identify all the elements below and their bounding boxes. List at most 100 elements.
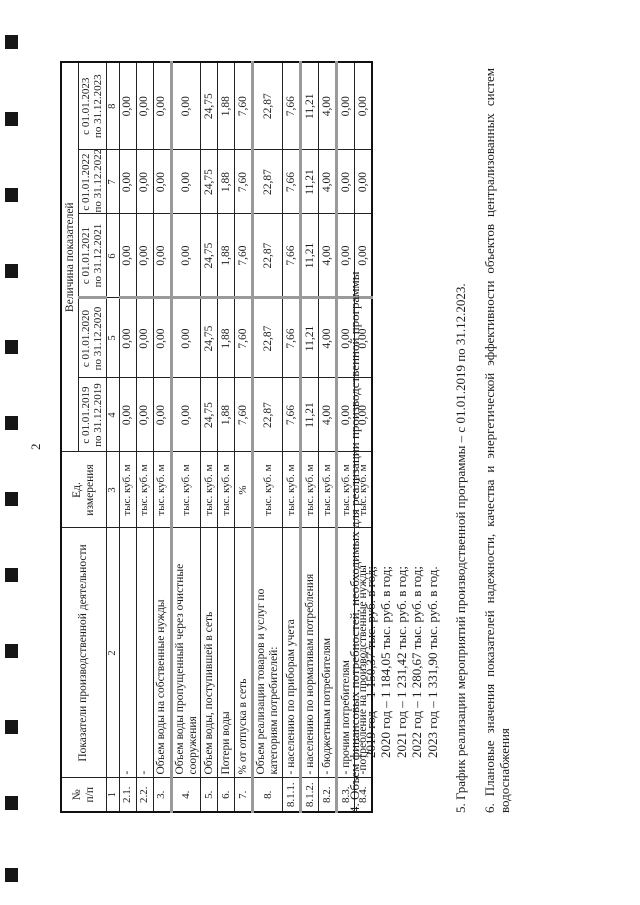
table-row: 4. Объем воды пропущенный через очистные … xyxy=(171,61,201,812)
value-cell-2020: 11,21 xyxy=(300,298,319,378)
row-number-cell: 6. xyxy=(217,778,235,812)
value-cell-2020: 7,66 xyxy=(282,298,301,378)
row-number-cell: 8.1.1. xyxy=(282,778,301,812)
note-line: 2019 год – 1 150,37 тыс. руб. в год; xyxy=(362,566,378,758)
row-label-cell: Объем реализации товаров и услуг по кате… xyxy=(252,528,283,778)
table-row: 5. Объем воды, поступившей в сеть тыс. куб… xyxy=(200,61,218,812)
row-unit-cell: тыс. куб. м xyxy=(153,452,172,528)
row-unit-cell: тыс. куб. м xyxy=(282,452,301,528)
scan-mark xyxy=(5,492,18,506)
row-label-cell: Объем воды, поступившей в сеть xyxy=(200,528,218,778)
value-cell-2022: 7,66 xyxy=(282,150,301,214)
value-cell-2019: 1,88 xyxy=(217,378,235,452)
scan-mark xyxy=(5,112,18,126)
value-cell-2019: 24,75 xyxy=(200,378,218,452)
value-cell-2019: 0,00 xyxy=(136,378,154,452)
notes: 4. Объем финансовых потребностей, необхо… xyxy=(347,68,513,813)
value-cell-2023: 0,00 xyxy=(119,61,137,150)
row-unit-cell: тыс. куб. м xyxy=(119,452,137,528)
value-cell-2023: 0,00 xyxy=(136,61,154,150)
value-cell-2022: 4,00 xyxy=(318,150,337,214)
value-cell-2021: 0,00 xyxy=(153,214,172,298)
header-period-2021: с 01.01.2021 по 31.12.2021 xyxy=(78,214,107,298)
header-colnum-8: 8 xyxy=(106,61,120,150)
header-indicators: Показатели производственной деятельности xyxy=(61,528,107,778)
header-no-line1: № xyxy=(70,789,83,801)
row-unit-cell: тыс. куб. м xyxy=(318,452,337,528)
value-cell-2022: 0,00 xyxy=(136,150,154,214)
value-cell-2019: 22,87 xyxy=(252,378,283,452)
value-cell-2020: 0,00 xyxy=(119,298,137,378)
value-cell-2019: 4,00 xyxy=(318,378,337,452)
scan-mark xyxy=(5,568,18,582)
value-cell-2020: 0,00 xyxy=(136,298,154,378)
value-cell-2023: 1,88 xyxy=(217,61,235,150)
scan-mark xyxy=(5,416,18,430)
value-cell-2021: 7,66 xyxy=(282,214,301,298)
production-table: № п/п Показатели производственной деятел… xyxy=(60,60,374,813)
header-colnum-5: 5 xyxy=(106,298,120,378)
table-row: 7.% от отпуска в сеть% 7,60 7,60 7,60 7,60 7,… xyxy=(234,61,253,812)
value-cell-2022: 0,00 xyxy=(119,150,137,214)
value-cell-2022: 0,00 xyxy=(171,150,201,214)
value-cell-2023: 0,00 xyxy=(171,61,201,150)
header-period-2023: с 01.01.2023 по 31.12.2023 xyxy=(78,61,107,150)
value-cell-2021: 7,60 xyxy=(234,214,253,298)
value-cell-2019: 11,21 xyxy=(300,378,319,452)
value-cell-2023: 4,00 xyxy=(318,61,337,150)
value-cell-2022: 11,21 xyxy=(300,150,319,214)
value-cell-2019: 7,60 xyxy=(234,378,253,452)
header-no-line2: п/п xyxy=(83,787,96,803)
row-number-cell: 3. xyxy=(153,778,172,812)
row-number-cell: 7. xyxy=(234,778,253,812)
value-cell-2020: 24,75 xyxy=(200,298,218,378)
header-colnum-1: 1 xyxy=(106,778,120,812)
value-cell-2021: 0,00 xyxy=(171,214,201,298)
scan-mark xyxy=(5,264,18,278)
row-unit-cell: тыс. куб. м xyxy=(200,452,218,528)
scan-mark xyxy=(5,720,18,734)
value-cell-2021: 22,87 xyxy=(252,214,283,298)
row-unit-cell: тыс. куб. м xyxy=(300,452,319,528)
row-unit-cell: тыс. куб. м xyxy=(171,452,201,528)
row-label-cell: - xyxy=(119,528,137,778)
row-number-cell: 5. xyxy=(200,778,218,812)
table-row: 2.2. - тыс. куб. м 0,00 0,00 0,00 0,00 0,00 xyxy=(136,61,154,812)
note-line: 2023 год – 1 331,90 тыс. руб. в год. xyxy=(424,566,440,758)
row-number-cell: 8.2. xyxy=(318,778,337,812)
header-colnum-3: 3 xyxy=(106,452,120,528)
value-cell-2021: 11,21 xyxy=(300,214,319,298)
value-cell-2023: 22,87 xyxy=(252,61,283,150)
note-line: 2021 год – 1 231,42 тыс. руб. в год; xyxy=(393,566,409,758)
header-colnum-6: 6 xyxy=(106,214,120,298)
value-cell-2022: 24,75 xyxy=(200,150,218,214)
row-number-cell: 2.2. xyxy=(136,778,154,812)
scan-mark xyxy=(5,188,18,202)
scan-mark xyxy=(5,340,18,354)
value-cell-2021: 4,00 xyxy=(318,214,337,298)
value-cell-2023: 24,75 xyxy=(200,61,218,150)
value-cell-2023: 7,66 xyxy=(282,61,301,150)
row-number-cell: 8.1.2. xyxy=(300,778,319,812)
note-line: 2022 год – 1 280,67 тыс. руб. в год; xyxy=(409,566,424,758)
row-label-cell: % от отпуска в сеть xyxy=(234,528,253,778)
row-unit-cell: тыс. куб. м xyxy=(136,452,154,528)
row-unit-cell: тыс. куб. м xyxy=(252,452,283,528)
value-cell-2020: 22,87 xyxy=(252,298,283,378)
row-number-cell: 2.1. xyxy=(119,778,137,812)
page-number: 2 xyxy=(28,443,43,451)
value-cell-2020: 7,60 xyxy=(234,298,253,378)
table-row: 2.1. - тыс. куб. м 0,00 0,00 0,00 0,00 0,00 xyxy=(119,61,137,812)
row-number-cell: 4. xyxy=(171,778,201,812)
value-cell-2021: 24,75 xyxy=(200,214,218,298)
value-cell-2022: 7,60 xyxy=(234,150,253,214)
row-label-cell: - населению по приборам учета xyxy=(282,528,301,778)
table-row: 8. Объем реализации товаров и услуг по ка… xyxy=(252,61,283,812)
header-colnum-2: 2 xyxy=(106,528,120,778)
note-line: 6. Плановые значения показателей надежно… xyxy=(481,68,497,813)
value-cell-2019: 0,00 xyxy=(119,378,137,452)
note-line: водоснабжения xyxy=(497,728,512,813)
value-cell-2022: 22,87 xyxy=(252,150,283,214)
